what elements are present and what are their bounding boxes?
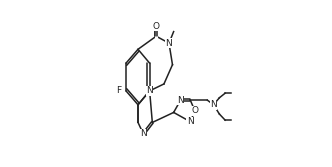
Text: N: N — [166, 39, 172, 48]
Text: O: O — [153, 22, 160, 31]
Text: N: N — [210, 100, 217, 109]
Text: N: N — [146, 86, 153, 95]
Text: O: O — [192, 106, 199, 115]
Text: N: N — [140, 129, 147, 138]
Text: N: N — [187, 117, 194, 126]
Text: N: N — [177, 96, 184, 105]
Text: F: F — [116, 86, 121, 95]
